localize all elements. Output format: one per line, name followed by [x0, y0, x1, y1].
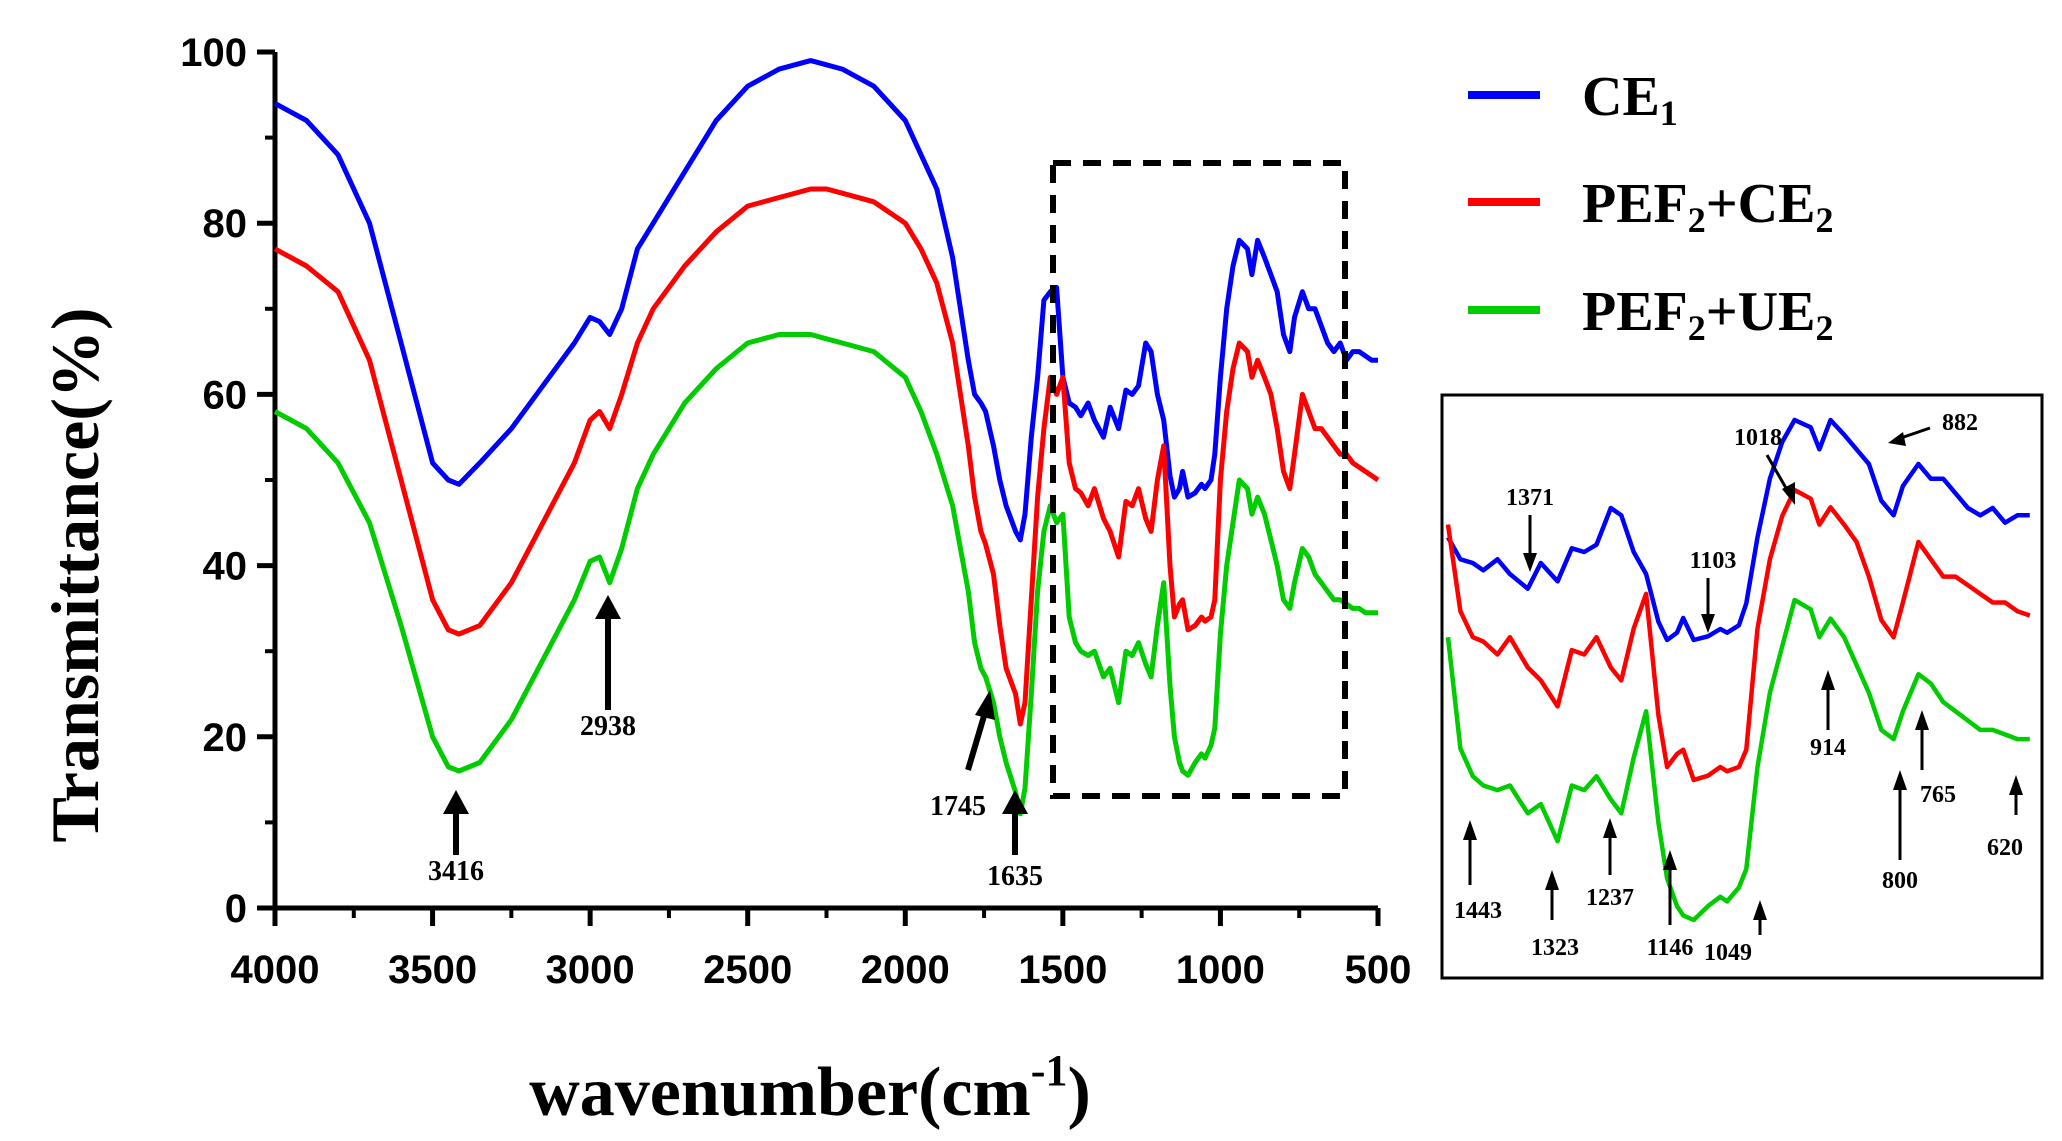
svg-text:1371: 1371 [1506, 485, 1554, 511]
inset-series-line-pef2-ue2 [1445, 597, 2030, 923]
annotation-label: 3416 [428, 856, 484, 887]
x-tick-label: 1500 [1018, 948, 1107, 992]
svg-text:620: 620 [1987, 835, 2023, 861]
inset-label-765: 765 [1915, 710, 1956, 808]
svg-text:914: 914 [1810, 735, 1846, 761]
x-tick-label: 2500 [703, 948, 792, 992]
highlight-region-box [1050, 160, 1348, 799]
x-tick-label: 2000 [861, 948, 950, 992]
y-tick-label: 20 [203, 716, 248, 760]
legend-entry: PEF2+UE2 [1468, 281, 1833, 348]
inset-label-914: 914 [1810, 670, 1846, 761]
legend-entry: CE1 [1468, 66, 1678, 133]
series-line-ce1 [273, 58, 1378, 543]
annotation-3416: 3416 [428, 790, 484, 887]
main-axes: 0 20 40 60 80 100 4000 3500 3000 2500 2000 1500 1000… [180, 31, 1411, 992]
x-tick-label: 500 [1345, 948, 1412, 992]
series-line-pef2-ue2 [273, 332, 1378, 817]
y-tick-label: 40 [203, 545, 248, 589]
y-tick-label: 60 [203, 373, 248, 417]
svg-text:1237: 1237 [1586, 885, 1634, 911]
legend-entry: PEF2+CE2 [1468, 173, 1833, 240]
y-tick-label: 80 [203, 202, 248, 246]
svg-text:765: 765 [1920, 782, 1956, 808]
inset-label-1323: 1323 [1531, 870, 1579, 961]
annotation-1745: 1745 [930, 690, 995, 822]
annotation-label: 1745 [930, 791, 986, 822]
x-tick-label: 1000 [1176, 948, 1265, 992]
x-tick-label: 3000 [546, 948, 635, 992]
inset-label-1049: 1049 [1704, 900, 1767, 966]
inset-series-line-ce1 [1446, 417, 2030, 643]
inset-frame [1440, 393, 2044, 980]
legend-label-pef2-ce2: PEF2+CE2 [1582, 173, 1833, 240]
x-tick-label: 3500 [388, 948, 477, 992]
annotation-1635: 1635 [987, 790, 1043, 892]
legend-label-pef2-ue2: PEF2+UE2 [1582, 281, 1833, 348]
svg-text:1443: 1443 [1454, 898, 1502, 924]
legend-label-ce1: CE1 [1582, 66, 1678, 133]
legend: CE1 PEF2+CE2 PEF2+UE2 [1468, 66, 1833, 348]
annotation-label: 2938 [580, 711, 636, 742]
series-line-pef2-ce2 [273, 186, 1380, 727]
x-axis-title-sup: -1 [1031, 1046, 1068, 1095]
inset-label-1018: 1018 [1734, 425, 1795, 505]
inset-label-620: 620 [1987, 775, 2023, 861]
main-series-group [273, 58, 1380, 817]
x-tick-label: 4000 [231, 948, 320, 992]
y-tick-label: 100 [180, 31, 247, 75]
annotation-label: 1635 [987, 861, 1043, 892]
inset-series-line-pef2-ce2 [1445, 487, 2031, 783]
svg-text:1146: 1146 [1647, 935, 1694, 961]
svg-text:1018: 1018 [1734, 425, 1782, 451]
x-axis-title-close: ) [1067, 1054, 1090, 1131]
main-annotations: 3416 2938 1745 1635 [428, 595, 1043, 892]
inset-label-882: 882 [1888, 410, 1978, 446]
inset-series-group [1445, 417, 2031, 923]
svg-text:1103: 1103 [1690, 548, 1737, 574]
annotation-2938: 2938 [580, 595, 636, 742]
svg-text:800: 800 [1882, 868, 1918, 894]
svg-text:882: 882 [1942, 410, 1978, 436]
inset-label-1443: 1443 [1454, 820, 1502, 924]
inset-label-800: 800 [1882, 770, 1918, 894]
x-axis-title-main: wavenumber(cm [529, 1054, 1031, 1131]
svg-text:1323: 1323 [1531, 935, 1579, 961]
inset-label-1146: 1146 [1647, 850, 1694, 961]
y-axis-title: Transmittance(%) [37, 307, 113, 842]
inset-label-1103: 1103 [1690, 548, 1737, 633]
x-axis-title: wavenumber(cm-1) [529, 1046, 1091, 1131]
svg-text:1049: 1049 [1704, 940, 1752, 966]
inset-label-1371: 1371 [1506, 485, 1554, 572]
inset-label-1237: 1237 [1586, 818, 1634, 911]
inset-annotations: 1371 1103 1018 882 914 765 [1454, 410, 2023, 966]
y-tick-label: 0 [225, 887, 247, 931]
